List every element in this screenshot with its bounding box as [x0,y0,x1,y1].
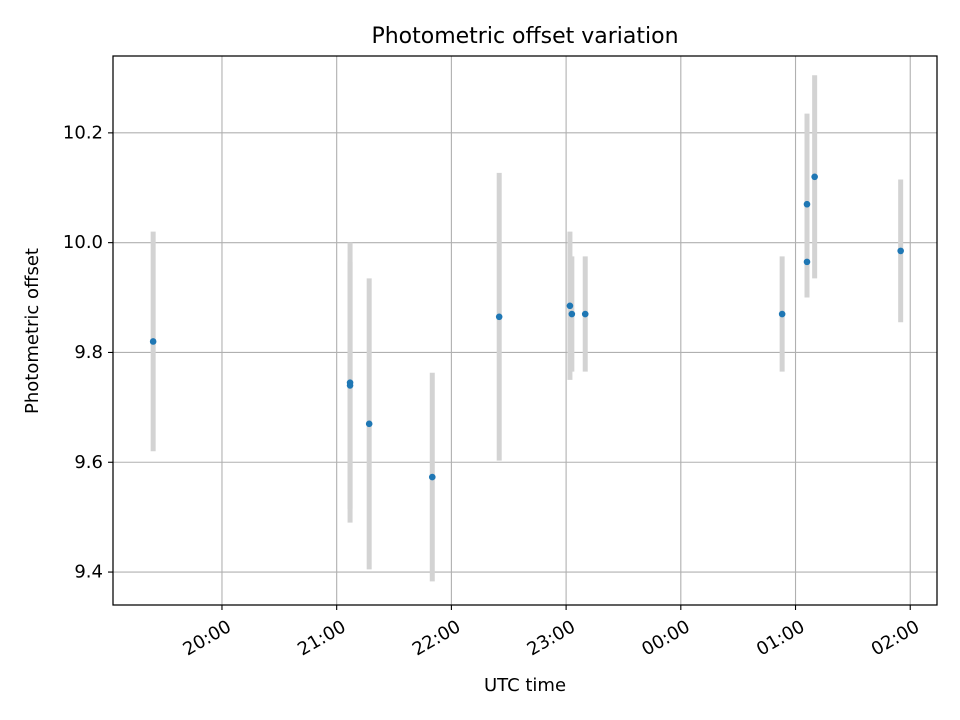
y-tick-label: 9.6 [74,452,103,473]
grid [113,56,937,605]
data-point [811,173,818,181]
y-tick-label: 10.0 [63,232,103,253]
y-tick-label: 9.4 [74,562,103,583]
data-point [428,473,436,481]
data-point [897,247,904,255]
data-point [495,313,503,321]
data-point [581,310,589,318]
data-point [566,302,574,310]
data-point [803,200,811,208]
y-tick-label: 9.8 [74,342,103,363]
plot-frame [112,55,938,606]
data-points [149,173,904,481]
data-point [149,338,157,345]
y-tick-label: 10.2 [63,122,103,143]
x-axis-label: UTC time [484,675,566,696]
data-point [778,310,786,318]
data-point [346,382,354,389]
y-axis-ticks: 9.4 9.6 9.8 10.0 10.2 [63,122,113,583]
y-axis-label: Photometric offset [22,248,43,414]
chart-title: Photometric offset variation [371,24,678,49]
data-point [568,310,576,318]
data-point [365,420,373,428]
data-point [803,258,811,266]
